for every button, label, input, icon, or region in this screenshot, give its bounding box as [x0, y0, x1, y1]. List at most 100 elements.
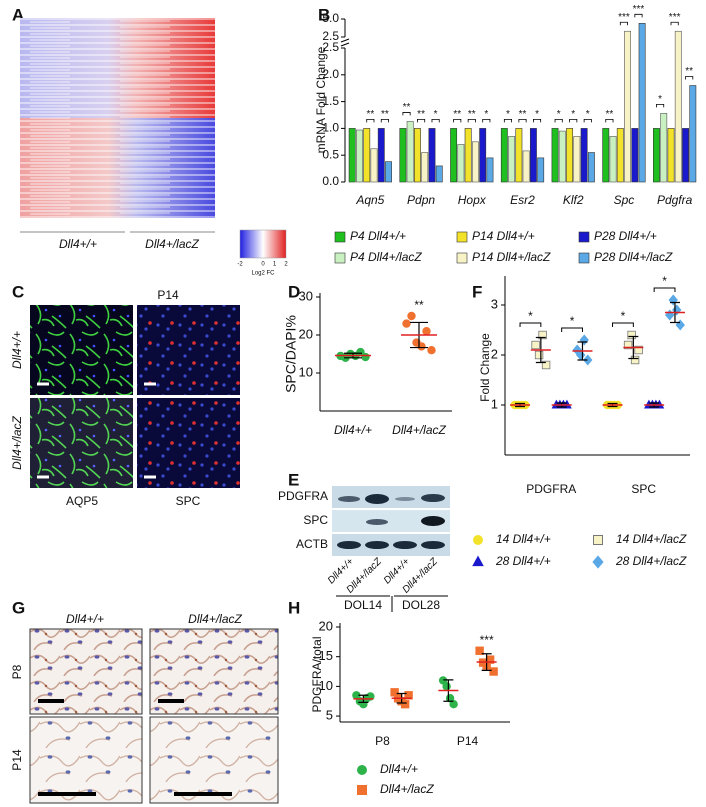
- histology-panel: Dll4+/+ Dll4+/lacZ P8 P14: [10, 612, 279, 804]
- band: [365, 541, 389, 549]
- bar: [421, 152, 429, 183]
- significance-bracket: [482, 119, 491, 123]
- significance-bracket: [402, 112, 411, 116]
- panel-letter: B: [318, 5, 330, 24]
- micrograph-panel: P14 Dll4+/+ Dll4+/lacZ AQP5 SPC: [10, 288, 240, 508]
- significance-label: ***: [618, 12, 630, 23]
- bar: [399, 128, 407, 183]
- legend-swatch: [334, 252, 346, 264]
- y-axis-title: mRNA Fold Change: [314, 46, 328, 153]
- significance-label: **: [453, 109, 461, 120]
- legend-swatch: [456, 231, 468, 243]
- y-tick-label: 0.5: [322, 147, 339, 161]
- bar: [363, 128, 371, 183]
- colorbar-tick-label: 0: [261, 262, 265, 268]
- bar: [529, 128, 537, 183]
- point: [475, 646, 484, 655]
- x-tick-label: P14: [457, 734, 479, 748]
- y-tick-label: 10: [299, 364, 313, 379]
- column-label: Dll4+/+: [66, 612, 104, 626]
- significance-label: *: [621, 309, 626, 323]
- legend-marker: [472, 555, 484, 567]
- x-tick-label: Hopx: [458, 193, 487, 207]
- panel-letter: G: [12, 598, 25, 617]
- significance-bracket: [453, 119, 462, 123]
- heatmap-texture: [20, 18, 215, 218]
- bar: [609, 136, 617, 183]
- band: [366, 519, 388, 525]
- colorbar-tick-label: -2: [237, 262, 243, 268]
- band: [421, 516, 445, 526]
- bar: [450, 128, 458, 183]
- group-label: DOL14: [344, 598, 382, 612]
- legend-swatch: [456, 252, 468, 264]
- x-tick-label: Dll4+/lacZ: [392, 423, 446, 437]
- band: [395, 497, 415, 501]
- column-label: SPC: [176, 494, 201, 508]
- bar: [370, 148, 378, 183]
- significance-bracket: [612, 322, 634, 327]
- x-tick-label: Esr2: [510, 193, 535, 207]
- bar: [624, 30, 631, 183]
- bar: [435, 165, 443, 183]
- significance-label: **: [685, 66, 693, 77]
- y-tick-label: 2.5: [322, 29, 339, 43]
- legend-label: 14 Dll4+/+: [496, 532, 551, 546]
- y-tick-label: 5.0: [322, 11, 339, 25]
- bar: [428, 128, 436, 183]
- bar: [457, 144, 465, 183]
- bar: [414, 128, 421, 183]
- bar: [486, 157, 494, 183]
- point: [449, 699, 458, 709]
- band: [421, 541, 445, 549]
- y-tick-label: 30: [299, 288, 313, 303]
- blot-strip: [332, 534, 450, 556]
- bar: [537, 157, 545, 183]
- axis-break: [340, 42, 350, 47]
- significance-bracket: [366, 119, 375, 123]
- group-label: Dll4+/+: [59, 237, 97, 251]
- blot-row-label: ACTB: [296, 537, 328, 551]
- significance-label: **: [366, 109, 374, 120]
- x-tick-label: P8: [375, 734, 390, 748]
- legend-label: P28 Dll4+/+: [594, 229, 657, 243]
- colorbar-tick-label: 2: [284, 262, 288, 268]
- significance-label: **: [417, 109, 425, 120]
- significance-label: ***: [633, 4, 645, 15]
- bar: [689, 85, 697, 183]
- significance-bracket: [519, 322, 542, 327]
- point: [654, 399, 665, 409]
- significance-label: **: [381, 109, 389, 120]
- point: [422, 327, 431, 336]
- y-tick-label: 2.0: [322, 67, 339, 81]
- significance-label: **: [468, 109, 476, 120]
- legend-label: P14 Dll4+/lacZ: [472, 250, 551, 264]
- group-label: Dll4+/lacZ: [145, 237, 199, 251]
- significance-bracket: [503, 119, 512, 123]
- significance-label: *: [528, 309, 533, 323]
- significance-bracket: [561, 327, 583, 332]
- bar: [348, 128, 356, 183]
- significance-label: **: [605, 109, 613, 120]
- y-tick-label: 10: [319, 678, 333, 693]
- x-tick-label: Dll4+/+: [334, 423, 372, 437]
- significance-bracket: [605, 119, 614, 123]
- significance-bracket: [467, 119, 476, 123]
- bar: [508, 136, 516, 183]
- blot-strip: [332, 486, 450, 508]
- band: [337, 541, 361, 549]
- y-tick-label: 2: [491, 346, 498, 361]
- point: [562, 399, 572, 409]
- panel-letter: F: [472, 282, 482, 301]
- bar: [522, 150, 530, 183]
- panel-title: P14: [157, 288, 179, 302]
- legend-label: P4 Dll4+/+: [350, 229, 406, 243]
- point: [489, 667, 498, 676]
- colorbar-ticks: -2 0 1 2: [237, 262, 288, 268]
- point: [538, 330, 547, 340]
- legend-swatch: [334, 231, 346, 243]
- point: [404, 691, 413, 700]
- western-blot: PDGFRA SPC ACTB Dll4+/+ Dll4+/lacZ Dll4+…: [278, 486, 450, 612]
- y-tick-label: 1.0: [322, 121, 339, 135]
- bar: [551, 128, 559, 183]
